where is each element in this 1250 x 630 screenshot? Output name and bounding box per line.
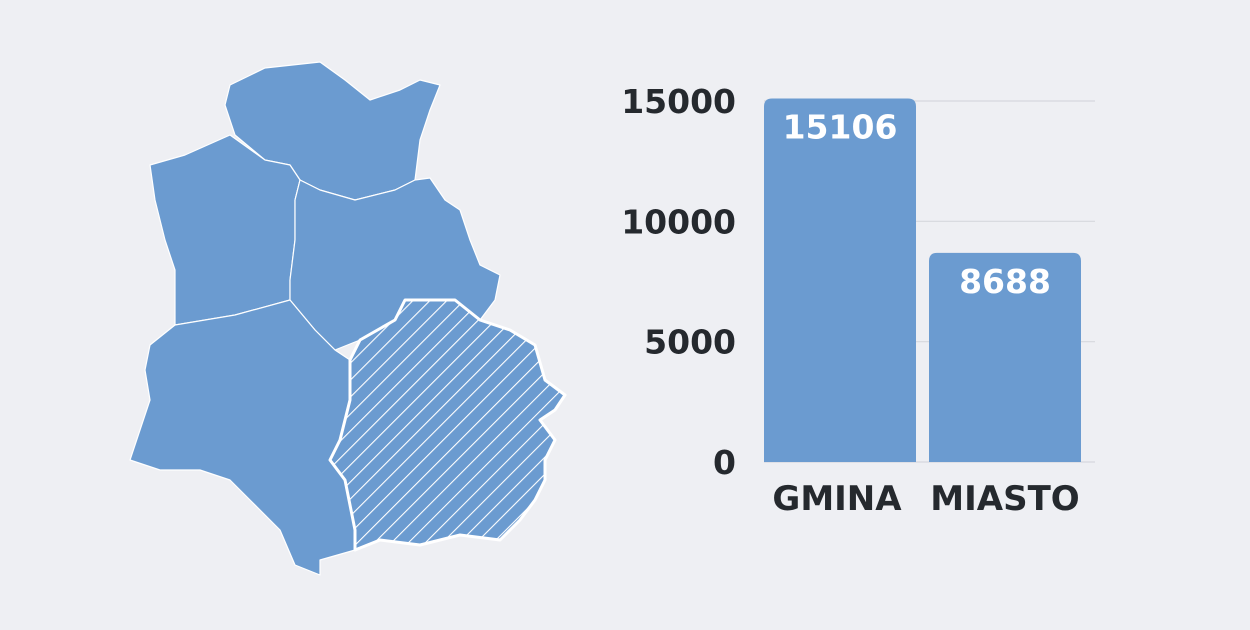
- y-tick-label: 0: [713, 443, 736, 482]
- data-label: 15106: [783, 107, 898, 146]
- map-region-southwest: [129, 299, 356, 576]
- map-region-highlighted: [328, 298, 567, 552]
- region-map: [129, 61, 567, 576]
- y-tick-label: 10000: [621, 202, 736, 241]
- x-category-label: GMINA: [772, 479, 902, 519]
- map-region-center: [289, 177, 501, 351]
- y-tick-label: 15000: [621, 82, 736, 121]
- y-tick-label: 5000: [644, 323, 736, 362]
- data-label: 8688: [959, 262, 1051, 301]
- bar-gmina: [764, 98, 916, 462]
- x-category-label: MIASTO: [930, 479, 1079, 519]
- bar-miasto: [929, 252, 1081, 462]
